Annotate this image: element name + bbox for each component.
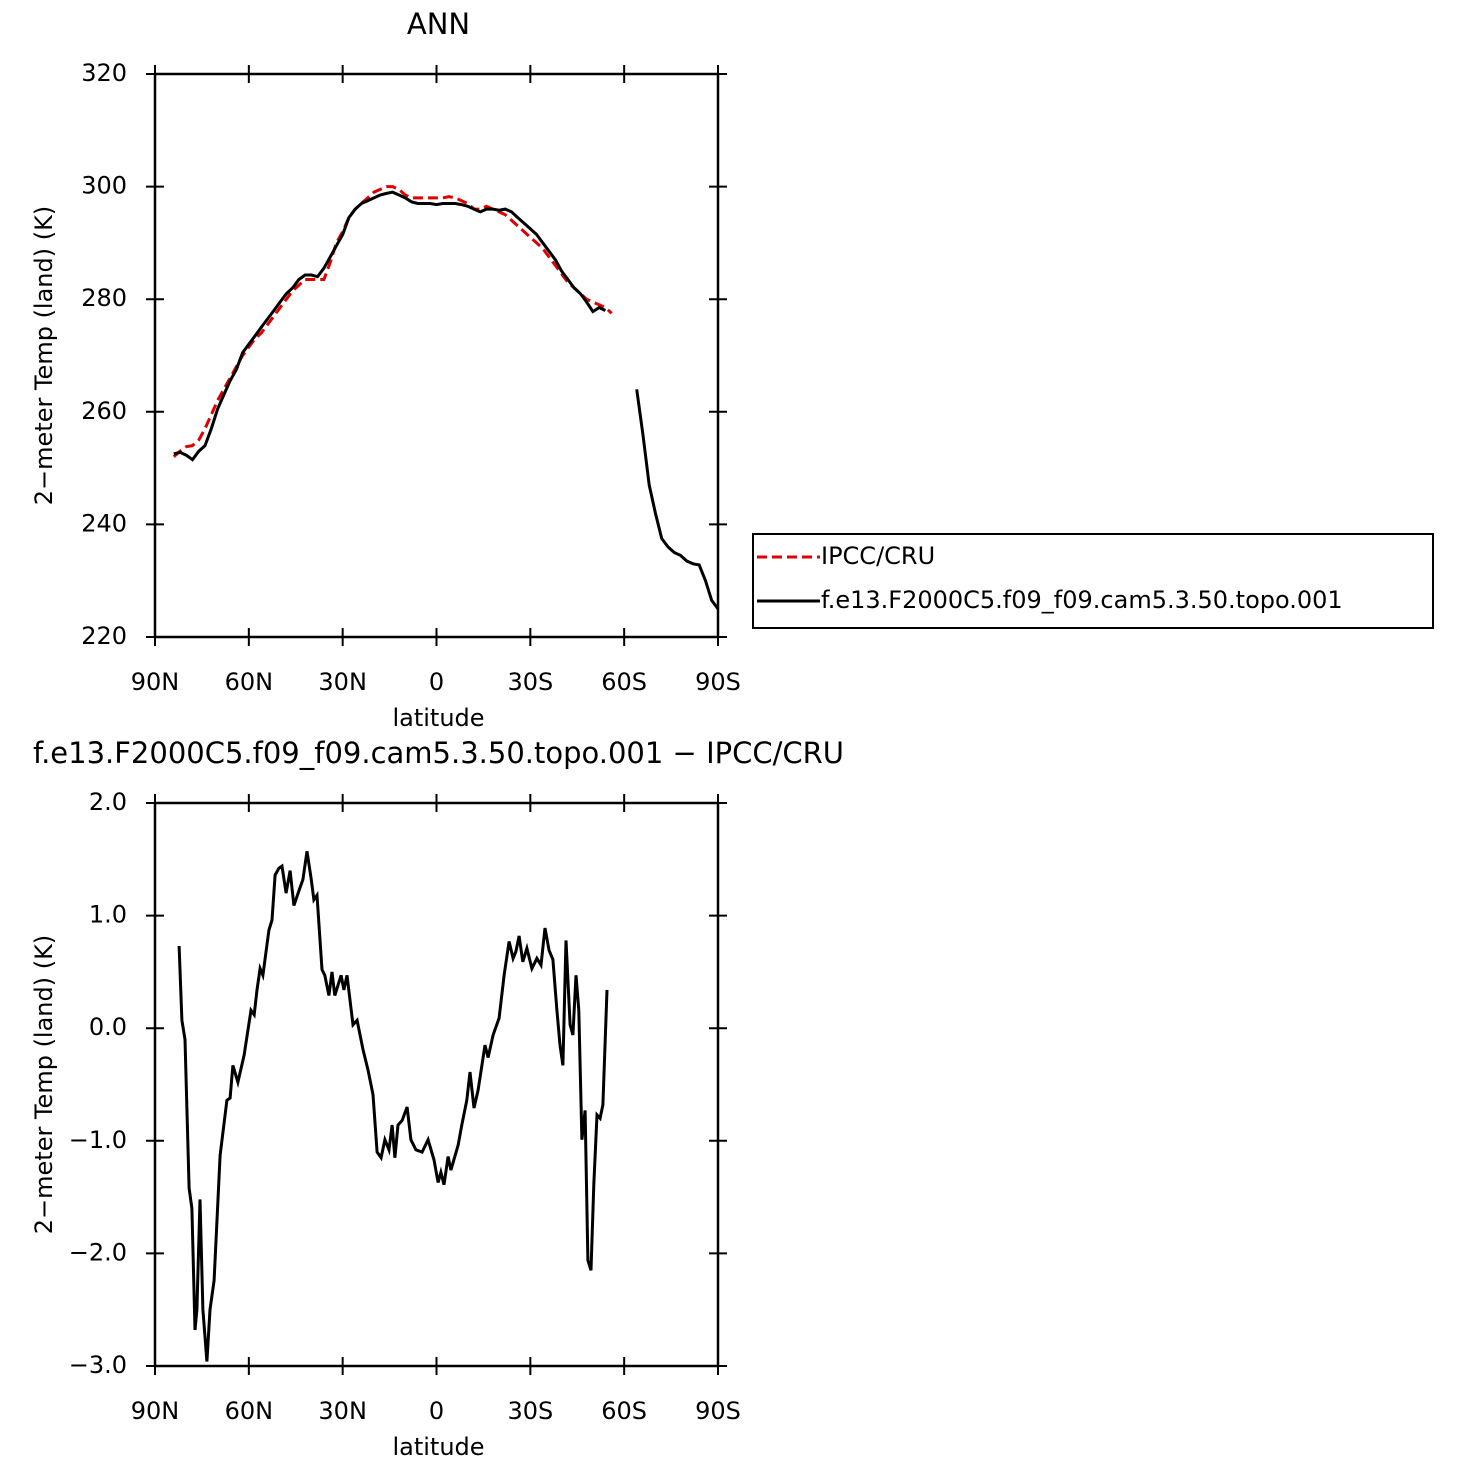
x-tick-label: 60S [601,1397,647,1425]
x-tick-label: 90N [131,668,180,696]
data-line [177,851,609,1362]
x-tick-label: 90S [695,1397,741,1425]
y-tick-label: −2.0 [69,1238,127,1266]
y-tick-label: 280 [81,284,127,312]
y-tick-label: 1.0 [89,901,127,929]
data-line [172,185,613,458]
x-tick-label: 60S [601,668,647,696]
x-tick-label: 60N [225,668,274,696]
data-line [635,389,720,610]
x-tick-label: 30N [318,1397,367,1425]
legend-label: IPCC/CRU [821,542,935,570]
data-line [173,190,607,462]
x-tick-label: 90S [695,668,741,696]
y-tick-label: 2.0 [89,788,127,816]
y-tick-label: 240 [81,509,127,537]
legend-label: f.e13.F2000C5.f09_f09.cam5.3.50.topo.001 [821,586,1343,614]
chart-title: ANN [407,7,470,41]
x-tick-label: 0 [429,1397,444,1425]
y-tick-label: 320 [81,59,127,87]
x-tick-label: 60N [225,1397,274,1425]
y-axis-label: 2−meter Temp (land) (K) [30,206,58,505]
legend-box [752,533,1434,629]
plot-frame [153,801,720,1368]
y-tick-label: −1.0 [69,1126,127,1154]
y-tick-label: 260 [81,397,127,425]
plot-frame [153,72,720,639]
y-tick-label: 0.0 [89,1013,127,1041]
chart-title: f.e13.F2000C5.f09_f09.cam5.3.50.topo.001… [33,736,844,770]
x-tick-label: 90N [131,1397,180,1425]
y-tick-label: 220 [81,622,127,650]
x-tick-label: 0 [429,668,444,696]
x-tick-label: 30S [507,1397,553,1425]
y-axis-label: 2−meter Temp (land) (K) [30,935,58,1234]
y-tick-label: 300 [81,172,127,200]
y-tick-label: −3.0 [69,1351,127,1379]
x-axis-label: latitude [392,1433,484,1461]
x-tick-label: 30S [507,668,553,696]
x-tick-label: 30N [318,668,367,696]
x-axis-label: latitude [392,704,484,732]
